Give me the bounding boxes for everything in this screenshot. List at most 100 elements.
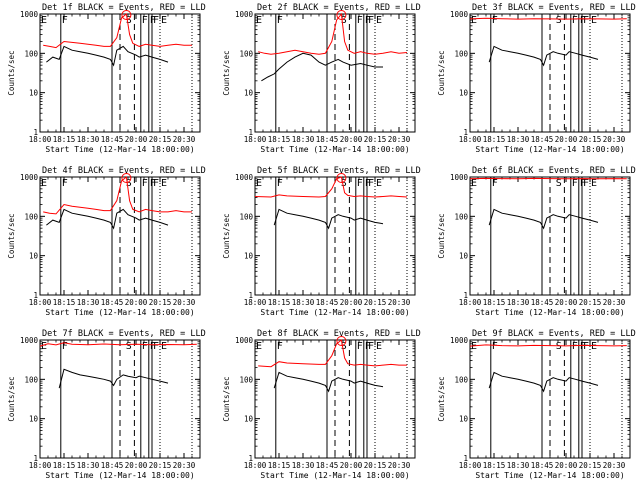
x-tick-label: 20:15: [364, 461, 387, 470]
interval-marker-label: E: [471, 178, 477, 189]
x-tick-label: 18:00: [29, 298, 52, 307]
interval-marker-label: S: [126, 178, 132, 189]
events-series-line: [488, 208, 599, 230]
interval-marker-label: E: [41, 178, 47, 189]
y-tick-label: 100: [239, 375, 253, 384]
y-tick-label: 100: [239, 49, 253, 58]
y-tick-label: 1: [248, 128, 253, 137]
x-tick-label: 20:30: [173, 135, 196, 144]
lld-series-line: [39, 342, 197, 347]
interval-marker-label: E: [591, 341, 597, 352]
x-axis-label: Start Time (12-Mar-14 18:00:00): [475, 471, 624, 480]
interval-marker-label: F: [357, 178, 363, 189]
interval-marker-label: F: [357, 15, 363, 26]
flare-peak-marker: [336, 336, 347, 346]
x-axis-label: Start Time (12-Mar-14 18:00:00): [260, 145, 409, 154]
y-tick-label: 1000: [235, 173, 254, 182]
x-tick-label: 18:30: [77, 461, 100, 470]
x-axis-label: Start Time (12-Mar-14 18:00:00): [45, 145, 194, 154]
interval-marker-label: F: [580, 341, 586, 352]
interval-marker-label: F: [572, 341, 578, 352]
panel-det-1: Det 1f BLACK = Events, RED = LLD 1 10 100 10…: [7, 3, 206, 154]
events-series-line: [488, 371, 599, 393]
events-series-line: [261, 52, 383, 82]
x-tick-label: 20:00: [555, 298, 578, 307]
y-tick-label: 10: [459, 415, 469, 424]
x-tick-label: 18:15: [53, 135, 76, 144]
y-tick-label: 1000: [450, 336, 469, 345]
x-tick-label: 18:45: [316, 461, 339, 470]
panel-title: Det 1f BLACK = Events, RED = LLD: [42, 3, 206, 13]
y-tick-label: 10: [244, 415, 254, 424]
interval-marker-label: E: [256, 15, 262, 26]
x-tick-label: 20:15: [364, 298, 387, 307]
interval-marker-label: E: [376, 341, 382, 352]
x-tick-label: 20:15: [579, 461, 602, 470]
panel-title: Det 3f BLACK = Events, RED = LLD: [472, 3, 636, 13]
y-axis-label: Counts/sec: [7, 50, 16, 95]
y-axis-label: Counts/sec: [222, 50, 231, 95]
y-tick-label: 1: [33, 128, 38, 137]
interval-marker-label: S: [341, 15, 347, 26]
interval-marker-label: E: [256, 341, 262, 352]
x-tick-label: 18:00: [459, 461, 482, 470]
lld-series-line: [258, 12, 408, 55]
x-tick-label: 18:15: [268, 461, 291, 470]
interval-marker-label: F: [277, 178, 283, 189]
y-tick-label: 1000: [450, 173, 469, 182]
interval-marker-label: F: [365, 15, 371, 26]
x-tick-label: 18:45: [101, 461, 124, 470]
lld-series-line: [254, 176, 408, 198]
x-tick-label: 20:30: [388, 461, 411, 470]
interval-marker-label: F: [583, 15, 589, 26]
interval-marker-label: E: [161, 15, 167, 26]
x-tick-label: 20:00: [125, 135, 148, 144]
panel-det-5: Det 5f BLACK = Events, RED = LLD 1 10 100 10…: [222, 166, 421, 317]
interval-marker-label: E: [161, 341, 167, 352]
y-tick-label: 10: [459, 89, 469, 98]
panel-det-3: Det 3f BLACK = Events, RED = LLD 1 10 100 10…: [437, 3, 636, 154]
interval-marker-label: F: [142, 15, 148, 26]
y-tick-label: 10: [244, 252, 254, 261]
interval-marker-label: F: [492, 341, 498, 352]
panel-title: Det 2f BLACK = Events, RED = LLD: [257, 3, 421, 13]
x-tick-label: 18:15: [483, 298, 506, 307]
y-axis-label: Counts/sec: [437, 376, 446, 421]
y-tick-label: 1: [33, 291, 38, 300]
x-tick-label: 18:00: [459, 298, 482, 307]
interval-marker-label: F: [580, 178, 586, 189]
interval-marker-label: F: [492, 178, 498, 189]
interval-marker-label: F: [277, 341, 283, 352]
x-tick-label: 20:00: [340, 135, 363, 144]
panel-det-4: Det 4f BLACK = Events, RED = LLD 1 10 100 10…: [7, 166, 206, 317]
y-tick-label: 10: [29, 89, 39, 98]
x-tick-label: 20:30: [603, 461, 626, 470]
y-tick-label: 1: [248, 454, 253, 463]
interval-marker-label: E: [591, 15, 597, 26]
interval-marker-label: E: [256, 178, 262, 189]
y-tick-label: 1000: [20, 336, 39, 345]
panel-title: Det 4f BLACK = Events, RED = LLD: [42, 166, 206, 176]
lld-series-line: [258, 339, 407, 368]
panel-det-8: Det 8f BLACK = Events, RED = LLD 1 10 100 10…: [222, 329, 421, 480]
x-tick-label: 18:30: [507, 298, 530, 307]
y-tick-label: 1: [463, 128, 468, 137]
interval-marker-label: F: [277, 15, 283, 26]
interval-marker-label: F: [62, 341, 68, 352]
panel-title: Det 8f BLACK = Events, RED = LLD: [257, 329, 421, 339]
lld-series-line: [469, 17, 627, 20]
x-tick-label: 18:30: [77, 135, 100, 144]
x-tick-label: 20:00: [125, 461, 148, 470]
y-tick-label: 10: [459, 252, 469, 261]
flare-peak-marker: [121, 10, 132, 20]
x-tick-label: 20:00: [555, 135, 578, 144]
y-tick-label: 10: [244, 89, 254, 98]
x-tick-label: 20:00: [125, 298, 148, 307]
interval-marker-label: F: [572, 178, 578, 189]
interval-marker-label: S: [126, 15, 132, 26]
y-axis-label: Counts/sec: [437, 213, 446, 258]
x-axis-label: Start Time (12-Mar-14 18:00:00): [260, 308, 409, 317]
events-series-line: [58, 368, 169, 389]
panel-det-9: Det 9f BLACK = Events, RED = LLD 1 10 100 10…: [437, 329, 636, 480]
